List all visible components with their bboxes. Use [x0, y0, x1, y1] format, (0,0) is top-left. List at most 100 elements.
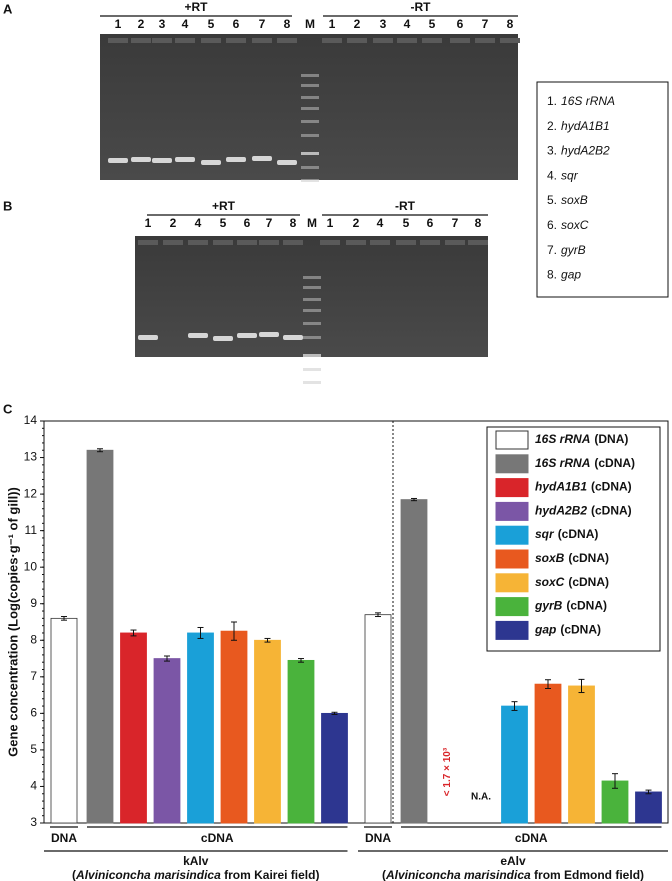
legend-swatch: [495, 549, 529, 569]
gene-number: 6.: [547, 218, 557, 232]
gene-name: gyrB: [561, 243, 586, 257]
well: [475, 38, 495, 43]
well: [396, 240, 416, 245]
legend-kind: (cDNA): [568, 575, 609, 589]
bar: [534, 683, 562, 824]
lane-label: M: [305, 17, 315, 31]
bar: [220, 630, 248, 824]
legend-swatch: [495, 430, 529, 450]
legend-entry: gap (cDNA): [534, 623, 601, 637]
y-tick-label: 7: [30, 669, 37, 683]
bar: [187, 632, 214, 824]
well: [213, 240, 233, 245]
dna-label: DNA: [51, 831, 77, 845]
bar: [568, 685, 595, 824]
gene-number: 1.: [547, 94, 557, 108]
lane-label: 3: [159, 17, 166, 31]
band: [252, 156, 272, 161]
y-tick-label: 10: [24, 559, 38, 573]
error-bar: [61, 616, 67, 621]
well: [420, 240, 440, 245]
bar: [254, 639, 281, 824]
lane-label: 8: [284, 17, 291, 31]
annotation: N.A.: [471, 792, 491, 803]
y-tick-label: 5: [30, 742, 37, 756]
error-bar: [511, 701, 518, 711]
note-part: from Kairei field): [221, 868, 320, 881]
error-bar: [231, 621, 237, 641]
legend-gene: hydA2B2: [535, 504, 587, 518]
ladder-band: [301, 152, 319, 155]
well: [237, 240, 257, 245]
y-tick-label: 4: [30, 779, 37, 793]
well: [152, 38, 172, 43]
well: [226, 38, 246, 43]
band: [213, 336, 233, 341]
lane-label: 6: [457, 17, 464, 31]
x-tick-label: kAlv: [183, 854, 209, 868]
y-tick-label: 9: [30, 596, 37, 610]
y-tick-label: 8: [30, 632, 37, 646]
lane-label: 6: [233, 17, 240, 31]
legend-swatch: [495, 597, 529, 617]
lane-label: 1: [145, 216, 152, 230]
well: [397, 38, 417, 43]
ladder-band: [303, 354, 321, 357]
band: [226, 157, 246, 162]
well: [322, 38, 342, 43]
lane-label: 7: [266, 216, 273, 230]
rt-label: -RT: [395, 199, 416, 213]
lane-label: 8: [290, 216, 297, 230]
panel-label: C: [3, 401, 13, 416]
bar: [50, 617, 78, 824]
gene-number: 5.: [547, 193, 557, 207]
bar: [120, 632, 147, 824]
well: [370, 240, 390, 245]
gene-key-entry: 7. gyrB: [547, 243, 586, 257]
well: [163, 240, 183, 245]
gene-key-box: [536, 81, 669, 298]
well: [188, 240, 208, 245]
gene-key-entry: 2. hydA1B1: [547, 119, 610, 133]
legend-entry: 16S rRNA (cDNA): [535, 456, 635, 470]
bar: [153, 658, 181, 824]
error-bar: [375, 612, 381, 618]
legend-gene: gap: [534, 623, 556, 637]
legend-gene: soxB: [535, 551, 565, 565]
legend-entry: sqr (cDNA): [535, 527, 598, 541]
cdna-label: cDNA: [201, 831, 234, 845]
ladder-band: [303, 298, 321, 301]
legend-kind: (cDNA): [558, 527, 599, 541]
legend-entry: soxB (cDNA): [535, 551, 609, 565]
ladder-band: [301, 74, 319, 77]
bar: [501, 705, 528, 824]
band: [188, 333, 208, 338]
well: [500, 38, 520, 43]
gene-number: 7.: [547, 243, 557, 257]
well: [131, 38, 151, 43]
lane-label: 2: [170, 216, 177, 230]
lane-label: 4: [404, 17, 411, 31]
ladder-band: [301, 166, 319, 169]
error-bar: [645, 789, 652, 795]
legend-kind: (cDNA): [560, 623, 601, 637]
band: [237, 333, 257, 338]
legend-entry: gyrB (cDNA): [534, 599, 607, 613]
note-part: Alviniconcha marisindica: [385, 868, 531, 881]
bar: [287, 659, 315, 824]
legend-swatch: [495, 573, 529, 593]
lane-label: 7: [452, 216, 459, 230]
error-bar: [97, 448, 103, 453]
lane-label: 2: [354, 17, 361, 31]
legend-swatch: [495, 501, 529, 521]
well: [201, 38, 221, 43]
ladder-band: [303, 286, 321, 289]
error-bar: [130, 629, 137, 637]
x-tick-label: eAlv: [500, 854, 526, 868]
lane-label: 4: [182, 17, 189, 31]
plot-frame: [43, 420, 669, 824]
legend-entry: hydA2B2 (cDNA): [535, 504, 632, 518]
ladder-band: [301, 179, 319, 182]
note-part: Alviniconcha marisindica: [75, 868, 221, 881]
lane-label: 2: [138, 17, 145, 31]
